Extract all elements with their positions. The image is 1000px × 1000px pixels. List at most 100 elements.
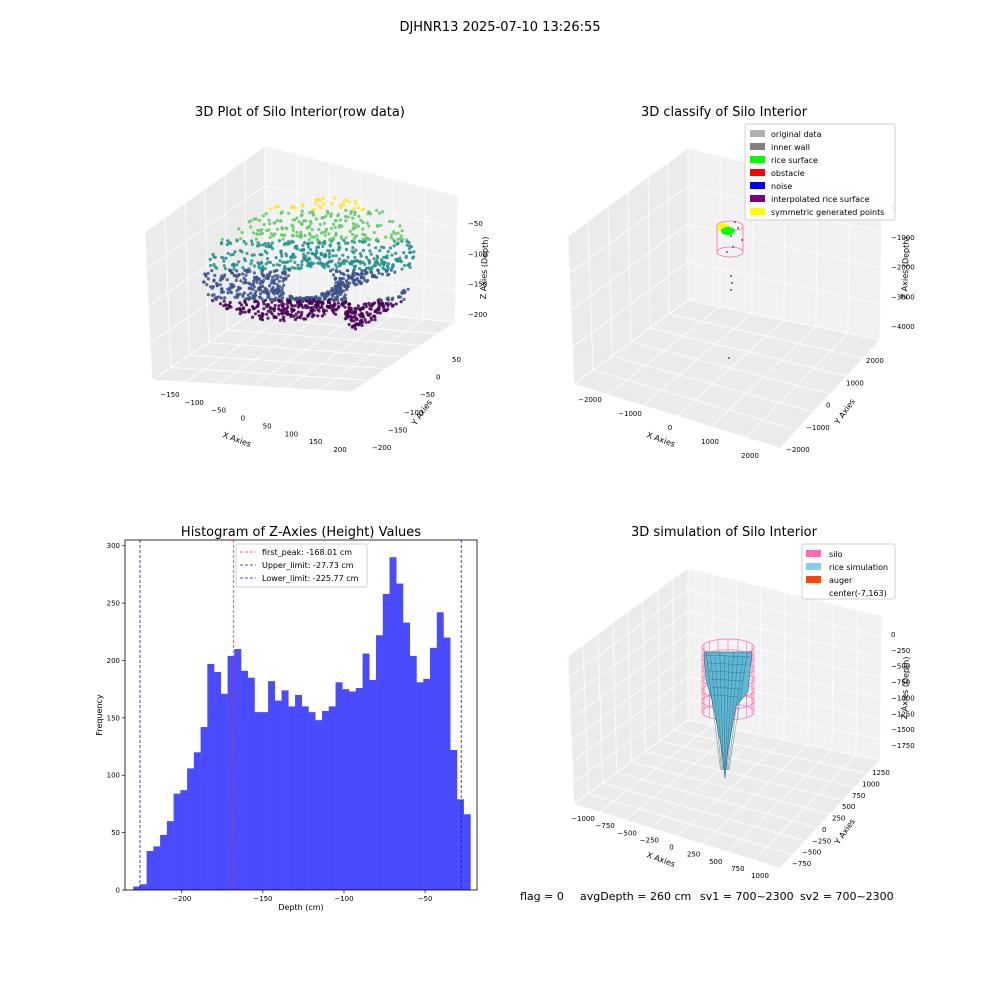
simulation-legend-frame [801,543,896,600]
raw-scatter-point [346,215,350,219]
raw-scatter-point [263,242,267,246]
simulation-legend-label: rice simulation [829,563,888,572]
raw-scatter-point [222,264,226,268]
raw-scatter-point [333,292,337,296]
histogram-legend-frame [235,543,368,588]
raw-scatter-point [360,269,364,273]
simulation-y-tick-label: 250 [832,815,845,823]
raw-scatter-point [308,224,312,228]
raw-scatter-point [361,227,365,231]
raw-scatter-point [412,250,416,254]
raw-scatter-point [322,221,327,225]
raw-scatter-point [331,267,335,271]
raw-scatter-point [380,245,384,249]
raw-scatter-point [224,256,228,260]
raw-scatter-point [338,263,342,267]
raw-scatter-point [307,238,311,242]
raw-scatter-point [294,312,298,316]
raw-scatter-point [363,240,367,244]
raw-scatter-point [354,248,358,252]
raw-scatter-point [388,219,392,224]
classify-legend-swatch [750,208,765,215]
raw-scatter-point [323,255,327,259]
raw-scatter-point [370,304,374,308]
raw-scatter-point [268,235,272,239]
raw-scatter-point [391,237,395,241]
raw-scatter-point [235,275,239,279]
raw-scatter-point [384,309,388,313]
raw-scatter-point [237,227,241,231]
histogram-bar [281,690,289,890]
raw-scatter-point [237,292,242,296]
raw-scatter-point [230,271,235,275]
raw-scatter-point [351,246,355,250]
classify-x-tick-label: −2000 [578,396,602,404]
raw-y-tick-label: −200 [372,444,391,452]
raw-scatter-point [324,214,328,218]
status-flag: flag = 0 [520,890,564,903]
raw-scatter-point [231,252,235,257]
raw-scatter-point [284,241,288,245]
histogram-plot: Histogram of Z-Axies (Height) Values −20… [95,525,478,912]
raw-scatter-point [259,285,263,289]
raw-scatter-point [295,230,299,234]
raw-scatter-point [314,305,318,309]
raw-scatter-point [339,289,343,293]
raw-scatter-point [220,237,224,241]
raw-scatter-point [281,270,285,274]
raw-scatter-point [314,295,318,299]
raw-scatter-point [399,260,403,264]
raw-scatter-point [338,218,343,222]
raw-scatter-point [280,227,285,231]
histogram-bar [247,677,255,890]
grid-line [759,585,762,736]
raw-scatter-point [360,323,364,328]
raw-scatter-point [392,244,396,248]
classify-y-tick-label: 0 [826,402,830,410]
classify-y-tick-label: −2000 [786,446,810,454]
raw-z-tick-label: −150 [468,281,487,289]
histogram-bar [349,691,356,890]
raw-scatter-point [247,286,251,290]
raw-scatter-point [335,265,339,269]
raw-scatter-point [325,209,330,213]
classify-legend-label: inner wall [771,143,810,152]
raw-scatter-point [226,287,230,291]
raw-scatter-point [282,307,286,311]
raw-scatter-point [299,266,303,270]
raw-scatter-point [320,305,324,309]
raw-scatter-point [226,239,230,243]
raw-scatter-point [299,248,303,252]
histogram-bar [315,720,323,890]
raw-scatter-point [280,292,284,297]
raw-scatter-point [353,327,358,331]
raw-scatter-point [280,286,284,290]
grid-line [571,654,689,741]
raw-scatter-point [340,237,344,241]
grid-line [627,611,632,763]
raw-scatter-point [252,285,256,289]
raw-scatter-point [376,311,380,315]
raw-scatter-point [351,216,355,220]
raw-scatter-point [269,281,273,285]
raw-scatter-point [252,253,256,257]
raw-scatter-point [260,253,264,257]
raw-scatter-point [343,305,347,309]
histogram-bar [409,655,417,890]
raw-scatter-point [358,308,363,312]
raw-scatter-point [229,253,233,257]
raw-scatter-point [296,266,300,270]
raw-scatter-point [351,311,355,315]
histogram-bar [389,557,397,890]
histogram-bar [261,712,269,890]
simulation-y-tick-label: 0 [822,826,826,834]
histogram-frame [124,539,478,891]
raw-scatter-point [385,268,389,273]
raw-scatter-point [330,202,334,206]
classify-noise-point [730,235,732,237]
raw-scatter-point [299,214,304,218]
raw-scatter-point [263,289,267,293]
raw-scatter-point [389,235,393,240]
histogram-bar [295,694,303,890]
raw-scatter-point [261,274,265,278]
